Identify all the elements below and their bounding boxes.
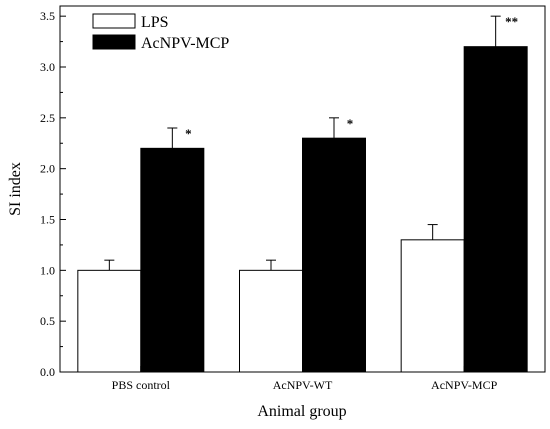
x-tick-label: AcNPV-WT (273, 378, 333, 392)
x-tick-label: PBS control (112, 378, 171, 392)
legend: LPS AcNPV-MCP (92, 13, 229, 52)
y-tick-label: 2.5 (40, 111, 55, 125)
legend-label: AcNPV-MCP (141, 35, 229, 52)
bar-acnpv-mcp (463, 46, 528, 373)
y-tick-label: 0.0 (40, 365, 55, 379)
y-tick-label: 0.5 (40, 314, 55, 328)
y-axis: 0.0 0.5 1.0 1.5 2.0 2.5 3.0 3.5 (40, 9, 66, 379)
x-tick-label: AcNPV-MCP (431, 378, 498, 392)
y-tick-label: 1.0 (40, 263, 55, 277)
bars: **** (77, 14, 528, 373)
y-tick-label: 2.0 (40, 162, 55, 176)
bar-lps (400, 239, 465, 373)
significance-label: * (347, 116, 354, 131)
bar-acnpv-mcp (302, 137, 366, 373)
y-tick-label: 1.5 (40, 213, 55, 227)
significance-label: ** (505, 14, 518, 29)
legend-swatch (92, 13, 136, 29)
y-axis-title: SI index (7, 162, 24, 216)
bar-lps (239, 269, 303, 373)
y-tick-label: 3.0 (40, 60, 55, 74)
legend-swatch (92, 34, 136, 50)
x-axis-title: Animal group (257, 403, 346, 420)
significance-label: * (185, 126, 192, 141)
bar-acnpv-mcp (140, 147, 205, 373)
bar-lps (77, 269, 142, 373)
legend-label: LPS (141, 14, 169, 31)
y-tick-label: 3.5 (40, 9, 55, 23)
x-axis: PBS control AcNPV-WT AcNPV-MCP (112, 366, 498, 392)
